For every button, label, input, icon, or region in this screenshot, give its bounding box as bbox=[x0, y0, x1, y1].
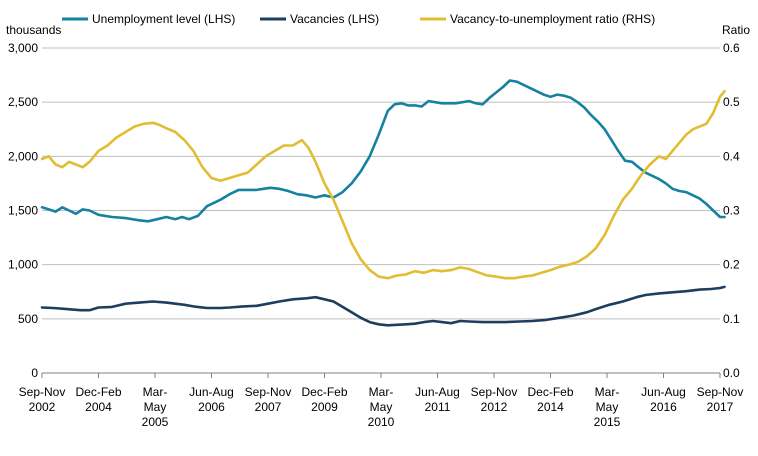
right-tick-label: 0.1 bbox=[723, 312, 740, 326]
left-axis-ticks: 0 500 1,000 1,500 2,000 2,500 3,000 bbox=[8, 41, 38, 380]
x-tick-label: Sep-Nov 2017 bbox=[697, 385, 744, 414]
x-tick-label: Dec-Feb 2009 bbox=[301, 385, 347, 414]
x-tick-label: Jun-Aug 2006 bbox=[189, 385, 234, 414]
left-tick-label: 0 bbox=[31, 366, 38, 380]
left-tick-label: 500 bbox=[18, 312, 38, 326]
x-tick-label: Mar-May 2010 bbox=[368, 385, 395, 429]
series-line-ratio bbox=[40, 90, 726, 280]
x-tick-label: Mar-May 2005 bbox=[142, 385, 169, 429]
series-line-vacancies bbox=[40, 285, 726, 327]
legend-label: Unemployment level (LHS) bbox=[92, 12, 235, 26]
right-axis-title: Ratio bbox=[722, 23, 750, 37]
right-tick-label: 0.2 bbox=[723, 258, 740, 272]
series-lines bbox=[40, 79, 726, 327]
right-axis-ticks: 0.0 0.1 0.2 0.3 0.4 0.5 0.6 bbox=[723, 41, 740, 380]
left-tick-label: 1,500 bbox=[8, 204, 38, 218]
series-line-unemployment bbox=[40, 79, 726, 223]
left-tick-label: 2,000 bbox=[8, 149, 38, 163]
x-tick-label: Dec-Feb 2014 bbox=[527, 385, 573, 414]
right-tick-label: 0.5 bbox=[723, 95, 740, 109]
left-tick-label: 3,000 bbox=[8, 41, 38, 55]
x-tick-label: Dec-Feb 2004 bbox=[75, 385, 121, 414]
right-tick-label: 0.6 bbox=[723, 41, 740, 55]
x-axis-ticks: Sep-Nov 2002 Dec-Feb 2004 Mar-May 2005 Jun-Aug… bbox=[19, 373, 744, 429]
x-tick-label: Jun-Aug 2016 bbox=[641, 385, 686, 414]
left-axis-title: thousands bbox=[6, 23, 61, 37]
legend: Unemployment level (LHS) Vacancies (LHS) V… bbox=[62, 12, 655, 26]
x-tick-label: Sep-Nov 2012 bbox=[471, 385, 518, 414]
right-tick-label: 0.3 bbox=[723, 204, 740, 218]
x-tick-label: Sep-Nov 2007 bbox=[245, 385, 292, 414]
x-tick-label: Sep-Nov 2002 bbox=[19, 385, 66, 414]
gridlines bbox=[42, 47, 720, 320]
x-tick-label: Jun-Aug 2011 bbox=[415, 385, 460, 414]
legend-label: Vacancies (LHS) bbox=[290, 12, 379, 26]
right-tick-label: 0.0 bbox=[723, 366, 740, 380]
left-tick-label: 2,500 bbox=[8, 95, 38, 109]
right-tick-label: 0.4 bbox=[723, 149, 740, 163]
x-tick-label: Mar-May 2015 bbox=[594, 385, 621, 429]
legend-label: Vacancy-to-unemployment ratio (RHS) bbox=[450, 12, 655, 26]
left-tick-label: 1,000 bbox=[8, 258, 38, 272]
